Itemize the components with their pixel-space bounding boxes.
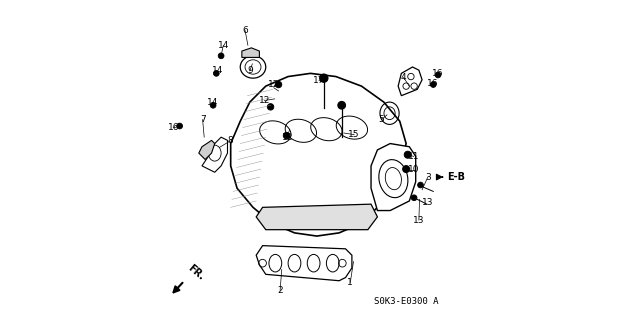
Text: 3: 3: [425, 173, 431, 182]
Text: 14: 14: [212, 66, 223, 75]
Text: 10: 10: [408, 165, 420, 174]
Text: 9: 9: [247, 66, 253, 75]
Text: 12: 12: [268, 80, 280, 89]
Circle shape: [412, 195, 417, 201]
Text: 11: 11: [408, 152, 420, 161]
Text: 5: 5: [379, 115, 385, 124]
Polygon shape: [371, 144, 416, 211]
Text: 7: 7: [200, 115, 205, 124]
Text: 12: 12: [259, 96, 270, 105]
Polygon shape: [256, 246, 352, 281]
Text: 16: 16: [168, 123, 179, 132]
Text: 14: 14: [207, 98, 218, 107]
Text: S0K3-E0300 A: S0K3-E0300 A: [374, 297, 438, 306]
Circle shape: [211, 102, 216, 108]
Text: 17: 17: [314, 76, 324, 85]
Text: 13: 13: [422, 198, 433, 207]
Text: 4: 4: [401, 73, 406, 82]
Circle shape: [320, 74, 328, 82]
Text: 12: 12: [282, 133, 294, 142]
Circle shape: [284, 132, 290, 139]
Circle shape: [404, 151, 412, 158]
Text: 13: 13: [413, 216, 425, 225]
Text: 15: 15: [348, 130, 360, 139]
Text: 16: 16: [432, 69, 444, 78]
Text: 1: 1: [348, 278, 353, 287]
Polygon shape: [256, 204, 378, 230]
Text: 2: 2: [277, 286, 283, 295]
Text: 6: 6: [243, 26, 248, 35]
Text: FR.: FR.: [186, 263, 206, 282]
Circle shape: [418, 182, 423, 188]
Circle shape: [268, 104, 274, 110]
Circle shape: [430, 82, 436, 87]
Circle shape: [338, 101, 346, 109]
Polygon shape: [199, 140, 215, 160]
Circle shape: [435, 72, 441, 78]
Text: 8: 8: [227, 137, 233, 145]
Text: 16: 16: [426, 79, 438, 88]
Polygon shape: [202, 137, 227, 172]
Circle shape: [214, 70, 219, 76]
Polygon shape: [230, 73, 406, 236]
Circle shape: [218, 53, 224, 59]
Polygon shape: [398, 67, 422, 96]
Circle shape: [275, 81, 282, 88]
Text: E-B: E-B: [447, 172, 466, 182]
Circle shape: [403, 166, 410, 173]
Polygon shape: [242, 48, 259, 57]
Text: 14: 14: [218, 41, 229, 50]
Circle shape: [177, 123, 182, 129]
